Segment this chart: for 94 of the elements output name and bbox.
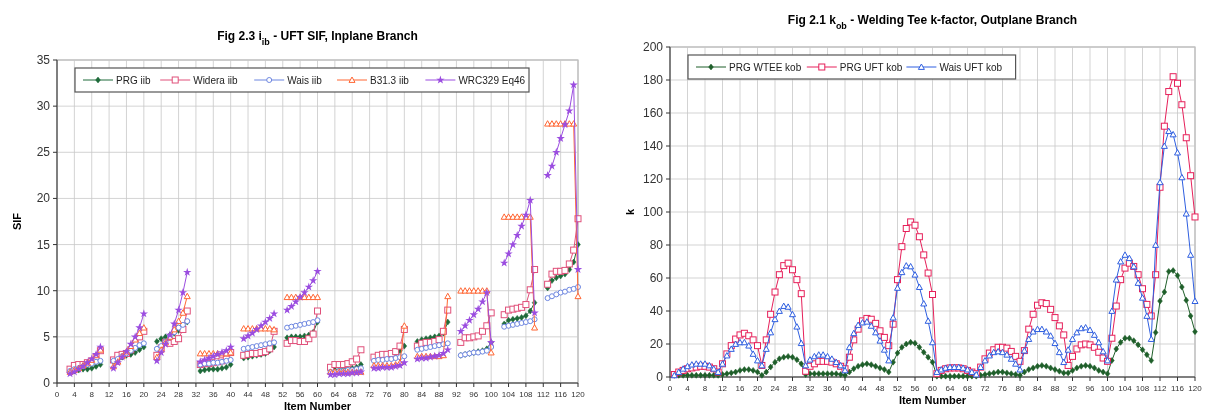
x-tick-label: 56 [910,384,920,393]
x-tick-label: 0 [667,384,673,393]
x-tick-label: 28 [788,384,798,393]
x-tick-label: 112 [536,390,551,399]
x-tick-label: 4 [685,384,691,393]
x-tick-label: 68 [347,390,358,399]
x-tick-label: 4 [72,390,78,399]
x-tick-label: 100 [484,390,499,399]
y-tick-label: 160 [642,106,664,120]
x-tick-label: 36 [823,384,833,393]
x-tick-label: 116 [1171,384,1185,393]
x-tick-label: 32 [191,390,201,399]
x-tick-label: 60 [313,390,323,399]
legend-label: Wais UFT kob [939,62,1003,73]
x-tick-label: 108 [519,390,534,399]
y-tick-label: 30 [36,99,51,114]
y-tick-label: 5 [43,329,51,344]
x-tick-label: 68 [963,384,973,393]
chart-title: Fig 2.1 k$_{ob}$ - Welding Tee k-factor, Outplane Branch [787,13,1078,31]
x-tick-label: 12 [718,384,728,393]
x-tick-label: 8 [702,384,708,393]
x-tick-label: 84 [1033,384,1043,393]
x-tick-label: 84 [417,390,427,399]
x-tick-label: 20 [139,390,149,399]
y-tick-label: 35 [36,53,51,67]
y-tick-label: 25 [36,145,51,160]
y-axis-title: SIF [11,212,23,231]
x-tick-label: 80 [1015,384,1025,393]
x-tick-label: 44 [243,390,254,399]
x-tick-label: 112 [1153,384,1167,393]
x-tick-label: 52 [278,390,288,399]
x-tick-label: 64 [945,384,955,393]
x-tick-label: 120 [571,390,586,399]
x-tick-label: 36 [208,390,219,399]
chart-title: Fig 2.3 i$_{ib}$ - UFT SIF, Inplane Branch [217,29,418,47]
y-tick-label: 120 [642,172,664,186]
x-tick-label: 92 [1068,384,1078,393]
legend-label: Widera iib [193,75,239,86]
x-tick-label: 96 [469,390,479,399]
legend-label: B31.3 iib [370,75,410,86]
x-tick-label: 32 [805,384,815,393]
y-tick-label: 0 [656,370,664,384]
x-tick-label: 44 [858,384,868,393]
x-tick-label: 76 [382,390,392,399]
x-tick-label: 12 [104,390,115,399]
y-tick-label: 20 [649,337,664,351]
y-tick-label: 200 [642,40,664,54]
x-tick-label: 76 [998,384,1008,393]
x-tick-label: 56 [295,390,306,399]
x-tick-label: 8 [89,390,95,399]
legend-label: PRG iib [116,75,151,86]
x-tick-label: 48 [875,384,885,393]
y-tick-label: 40 [649,304,664,318]
x-tick-label: 28 [174,390,184,399]
y-tick-label: 180 [642,73,664,87]
y-tick-label: 10 [36,283,51,298]
x-tick-label: 16 [735,384,745,393]
x-tick-label: 96 [1085,384,1095,393]
x-tick-label: 88 [1050,384,1060,393]
x-tick-label: 72 [365,390,375,399]
x-tick-label: 24 [770,384,780,393]
legend-label: Wais iib [287,75,323,86]
x-axis-title: Item Number [898,394,967,406]
y-tick-label: 60 [649,271,664,285]
legend-label: PRG WTEE kob [729,62,802,73]
x-tick-label: 60 [928,384,938,393]
x-tick-label: 64 [330,390,340,399]
legend-label: WRC329 Eq46 [458,75,526,86]
x-tick-label: 0 [54,390,60,399]
x-tick-label: 100 [1100,384,1115,393]
legend-label: PRG UFT kob [839,62,903,73]
x-tick-label: 16 [122,390,132,399]
y-tick-label: 20 [36,191,51,206]
x-tick-label: 80 [399,390,410,399]
x-tick-label: 120 [1188,384,1203,393]
x-tick-label: 116 [554,390,568,399]
x-tick-label: 72 [980,384,990,393]
x-axis-title: Item Number [283,400,352,412]
x-tick-label: 92 [451,390,462,399]
x-tick-label: 52 [893,384,903,393]
x-tick-label: 48 [260,390,271,399]
x-tick-label: 108 [1135,384,1150,393]
y-tick-label: 15 [36,237,51,252]
y-tick-label: 140 [642,139,664,153]
x-tick-label: 24 [156,390,167,399]
y-tick-label: 100 [642,205,664,219]
y-axis-title: k [624,208,636,216]
x-tick-label: 88 [434,390,445,399]
x-tick-label: 40 [840,384,850,393]
x-tick-label: 104 [1118,384,1133,393]
x-tick-label: 104 [501,390,516,399]
x-tick-label: 20 [753,384,763,393]
x-tick-label: 40 [226,390,236,399]
y-tick-label: 80 [649,238,664,252]
